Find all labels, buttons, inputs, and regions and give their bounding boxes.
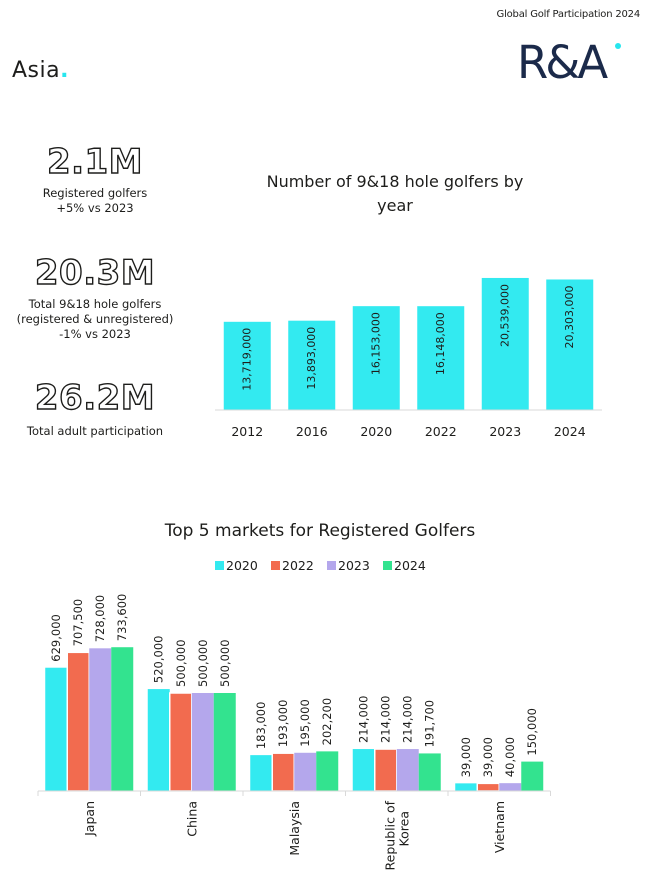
chart2-bar-japan-2020 <box>45 667 68 791</box>
chart2-value-label: 183,000 <box>254 702 268 750</box>
chart2-bar-republic-of-korea-2020 <box>352 749 375 791</box>
chart1-category-label: 2020 <box>360 424 392 439</box>
chart2-value-label: 707,500 <box>71 599 85 647</box>
chart1-category-label: 2016 <box>296 424 328 439</box>
chart2-value-label: 214,000 <box>379 695 393 743</box>
chart2-bar-china-2020 <box>147 689 170 791</box>
chart2-value-label: 733,600 <box>115 594 129 642</box>
stat-label-line: Registered golfers <box>42 186 148 200</box>
chart1-value-label: 13,719,000 <box>241 328 254 391</box>
chart2-bar-japan-2022 <box>66 651 90 792</box>
chart2-value-label: 150,000 <box>525 708 539 756</box>
region-dot: . <box>60 58 69 83</box>
chart2-legend: 2020 2022 2023 2024 <box>215 558 426 573</box>
chart2-bar-china-2022 <box>169 692 193 792</box>
legend-swatch-2024 <box>383 561 392 570</box>
region-name: Asia <box>12 58 61 83</box>
chart2-bar-china-2023 <box>191 693 214 791</box>
chart2-value-label: 40,000 <box>503 737 517 777</box>
chart2-bar-japan-2024 <box>111 647 134 791</box>
stat-total-golfers-label: Total 9&18 hole golfers (registered & un… <box>0 297 190 342</box>
chart2-bar-malaysia-2023 <box>294 752 317 791</box>
chart2-value-label: 195,000 <box>298 699 312 747</box>
chart2-bar-china-2024 <box>213 693 236 791</box>
chart2-value-label: 39,000 <box>459 737 473 777</box>
chart2-bar-japan-2023 <box>89 648 112 791</box>
legend-swatch-2023 <box>327 561 336 570</box>
chart1-bar-2022 <box>417 306 465 410</box>
chart1-value-label: 16,153,000 <box>370 312 383 375</box>
chart2-value-label: 39,000 <box>481 737 495 777</box>
chart1-bar-2024 <box>546 279 594 410</box>
legend-label-2020: 2020 <box>226 558 258 573</box>
chart1-value-label: 13,893,000 <box>305 327 318 390</box>
report-title: Global Golf Participation 2024 <box>496 9 641 20</box>
stat-adult-participation-value: 26.2M <box>34 377 156 418</box>
chart2-category-label: Vietnam <box>492 801 507 853</box>
chart1-category-label: 2024 <box>554 424 586 439</box>
chart1-category-label: 2012 <box>231 424 263 439</box>
chart1-bar-2023 <box>481 277 529 410</box>
chart2-bar-malaysia-2024 <box>316 751 339 791</box>
chart1-title-line: year <box>377 196 413 215</box>
randa-logo-icon: R&A <box>517 36 621 84</box>
chart2-bar-vietnam-2022 <box>476 782 500 792</box>
chart1-title-line: Number of 9&18 hole golfers by <box>266 172 524 191</box>
stat-label-line: (registered & unregistered) <box>16 312 174 326</box>
chart1-category-label: 2022 <box>425 424 457 439</box>
chart2-bar-vietnam-2020 <box>455 783 478 791</box>
chart2-value-label: 202,200 <box>320 698 334 746</box>
stat-registered-golfers-label: Registered golfers +5% vs 2023 <box>0 186 190 216</box>
chart2-bar-republic-of-korea-2024 <box>418 753 441 791</box>
chart2-category-label: Japan <box>82 801 97 837</box>
chart1-value-label: 20,539,000 <box>499 284 512 347</box>
chart2-category-label: Korea <box>396 811 411 846</box>
logo-text: R&A <box>517 36 608 84</box>
chart1-value-label: 20,303,000 <box>563 285 576 348</box>
chart2-value-label: 629,000 <box>49 614 63 662</box>
stat-label-line: -1% vs 2023 <box>59 327 131 341</box>
chart1-title: Number of 9&18 hole golfers by year <box>245 170 545 218</box>
legend-label-2024: 2024 <box>394 558 426 573</box>
chart2-bar-malaysia-2020 <box>250 755 273 791</box>
chart2-value-label: 728,000 <box>93 595 107 643</box>
legend-label-2022: 2022 <box>282 558 314 573</box>
stat-total-golfers-value: 20.3M <box>34 252 156 293</box>
chart1-bar-2012 <box>223 321 271 410</box>
legend-swatch-2020 <box>215 561 224 570</box>
legend-label-2023: 2023 <box>338 558 370 573</box>
chart2-value-label: 193,000 <box>276 700 290 748</box>
chart2-bar-vietnam-2024 <box>521 761 544 791</box>
chart2-value-label: 500,000 <box>174 639 188 687</box>
chart2-bar-republic-of-korea-2023 <box>396 749 419 791</box>
region-title: Asia. <box>12 58 69 83</box>
chart1-category-label: 2023 <box>489 424 521 439</box>
chart2-value-label: 500,000 <box>218 639 232 687</box>
chart2-value-label: 214,000 <box>401 695 415 743</box>
legend-swatch-2022 <box>271 561 280 570</box>
stat-label-line: +5% vs 2023 <box>56 201 134 215</box>
stat-label-line: Total 9&18 hole golfers <box>28 297 162 311</box>
chart2-category-label: China <box>184 801 199 837</box>
chart1-bar-2020 <box>352 306 400 410</box>
chart2-bar-malaysia-2022 <box>271 752 295 792</box>
stat-adult-participation-label: Total adult participation <box>0 424 190 439</box>
chart2-value-label: 191,700 <box>423 700 437 748</box>
chart2-value-label: 500,000 <box>196 639 210 687</box>
chart2-bar-vietnam-2023 <box>499 783 522 791</box>
logo-dot <box>615 43 621 49</box>
chart2-value-label: 520,000 <box>152 636 166 684</box>
chart2-bar-republic-of-korea-2022 <box>374 748 398 792</box>
chart2-top-markets: 629,000 707,500 728,000 733,600 Japan 520,000… <box>37 594 551 870</box>
chart1-yearly-golfers: 13,719,000 2012 13,893,000 2016 16,153,000 20… <box>215 277 602 439</box>
chart2-value-label: 214,000 <box>357 695 371 743</box>
stat-label-line: Total adult participation <box>26 424 164 438</box>
chart1-value-label: 16,148,000 <box>434 312 447 375</box>
chart2-category-label: Malaysia <box>287 801 302 856</box>
chart2-title: Top 5 markets for Registered Golfers <box>164 521 476 541</box>
chart2-category-label: Republic of <box>382 800 397 870</box>
chart1-bar-2016 <box>288 320 336 410</box>
stat-registered-golfers-value: 2.1M <box>46 141 144 182</box>
